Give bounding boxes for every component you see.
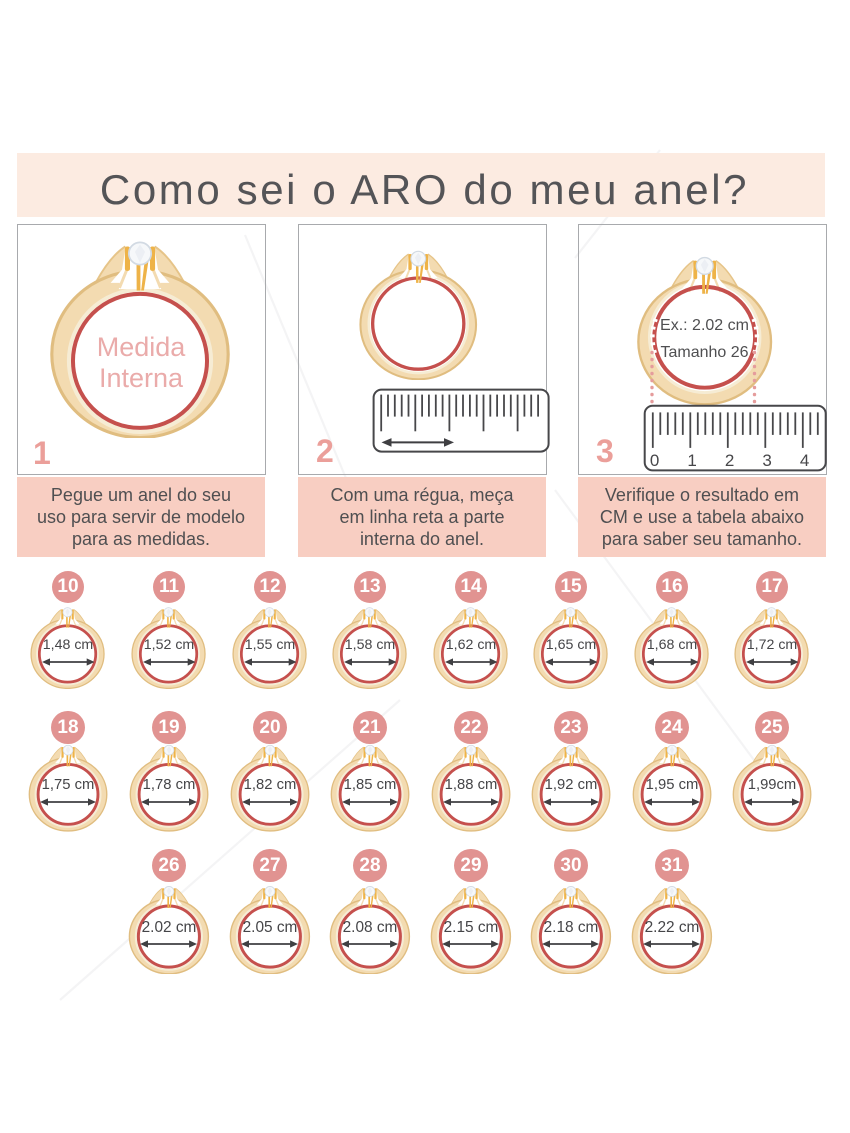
svg-text:2: 2 — [725, 451, 734, 470]
svg-text:4: 4 — [800, 451, 809, 470]
svg-text:1: 1 — [687, 451, 696, 470]
svg-text:0: 0 — [650, 451, 659, 470]
svg-text:3: 3 — [762, 451, 771, 470]
